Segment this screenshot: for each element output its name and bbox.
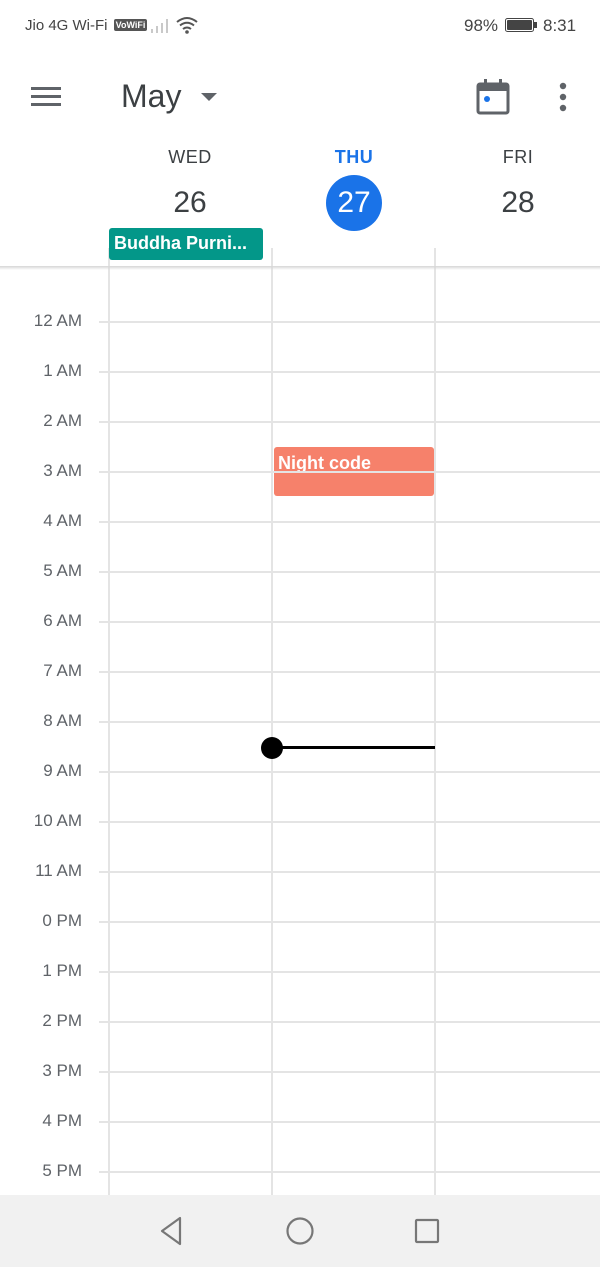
current-time-line xyxy=(272,746,435,749)
hour-label: 2 PM xyxy=(42,1011,82,1030)
hour-label: 4 PM xyxy=(42,1111,82,1130)
day-of-week: WED xyxy=(168,147,212,167)
day-header-fri[interactable]: FRI 28 xyxy=(458,145,578,231)
day-of-week: THU xyxy=(334,147,374,167)
battery-percent: 98% xyxy=(464,16,499,35)
hour-gridline xyxy=(99,321,600,323)
vowifi-badge: VoWiFi xyxy=(113,19,148,31)
time-grid[interactable]: Night code 12 AM 1 AM 2 AM 3 AM 4 AM 5 AM 6 AM… xyxy=(0,248,600,1195)
hour-gridline xyxy=(99,371,600,373)
day-number: 28 xyxy=(501,186,535,219)
battery-icon xyxy=(505,18,537,32)
hour-label: 3 PM xyxy=(42,1061,82,1080)
hour-gridline xyxy=(99,821,600,823)
day-of-week: FRI xyxy=(502,147,534,167)
hour-gridline xyxy=(99,1071,600,1073)
calendar-today-icon[interactable] xyxy=(476,79,510,115)
status-bar: Jio 4G Wi-Fi VoWiFi 98% 8:31 xyxy=(0,0,600,50)
hour-gridline xyxy=(99,771,600,773)
day-number: 26 xyxy=(173,186,207,219)
month-selector[interactable]: May xyxy=(121,78,182,114)
hour-gridline xyxy=(99,721,600,723)
hour-gridline xyxy=(99,1121,600,1123)
hour-label: 5 AM xyxy=(43,561,82,580)
header-divider xyxy=(0,266,600,270)
hour-gridline xyxy=(99,621,600,623)
hour-label: 5 PM xyxy=(42,1161,82,1180)
signal-icon xyxy=(151,19,168,33)
carrier-label: Jio 4G Wi-Fi VoWiFi xyxy=(25,17,148,34)
hour-gridline xyxy=(99,1021,600,1023)
day-number-today: 27 xyxy=(326,175,382,231)
hour-label: 2 AM xyxy=(43,411,82,430)
hamburger-menu-icon[interactable] xyxy=(28,82,64,112)
wifi-icon xyxy=(176,17,198,34)
day-header-wed[interactable]: WED 26 xyxy=(130,145,250,231)
home-icon[interactable] xyxy=(282,1213,318,1249)
back-icon[interactable] xyxy=(154,1213,190,1249)
system-nav-bar xyxy=(0,1195,600,1267)
hour-label: 1 AM xyxy=(43,361,82,380)
day-header-thu[interactable]: THU 27 xyxy=(294,145,414,231)
hour-gridline xyxy=(99,1171,600,1173)
hour-label: 4 AM xyxy=(43,511,82,530)
hour-gridline xyxy=(99,921,600,923)
hour-label: 7 AM xyxy=(43,661,82,680)
hour-label: 11 AM xyxy=(35,861,82,880)
hour-label: 6 AM xyxy=(43,611,82,630)
hour-label: 1 PM xyxy=(42,961,82,980)
hour-label: 3 AM xyxy=(43,461,82,480)
chevron-down-icon[interactable] xyxy=(201,93,217,101)
more-vert-icon[interactable] xyxy=(552,80,574,114)
hour-gridline xyxy=(99,971,600,973)
recents-icon[interactable] xyxy=(409,1213,445,1249)
hour-label: 9 AM xyxy=(43,761,82,780)
hour-label: 10 AM xyxy=(33,811,82,830)
hour-gridline xyxy=(99,571,600,573)
all-day-event-buddha-purnima[interactable]: Buddha Purni... xyxy=(109,228,263,260)
hour-gridline xyxy=(99,421,600,423)
hour-label: 12 AM xyxy=(33,311,82,330)
hour-gridline xyxy=(99,671,600,673)
hour-gridline xyxy=(99,471,600,473)
hour-label: 8 AM xyxy=(43,711,82,730)
hour-gridline xyxy=(99,871,600,873)
hour-gridline xyxy=(99,521,600,523)
clock: 8:31 xyxy=(543,16,577,35)
hour-label: 0 PM xyxy=(42,911,82,930)
